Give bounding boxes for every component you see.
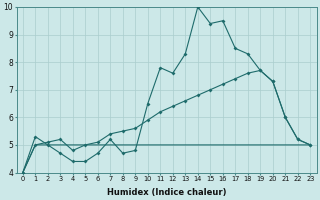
X-axis label: Humidex (Indice chaleur): Humidex (Indice chaleur) bbox=[107, 188, 226, 197]
